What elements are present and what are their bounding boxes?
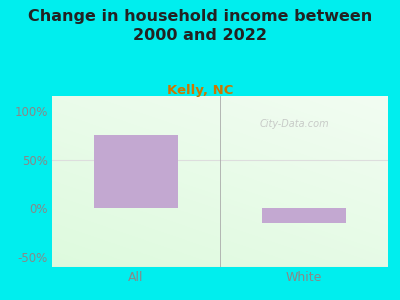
Text: Kelly, NC: Kelly, NC: [167, 84, 233, 97]
Bar: [94, 135, 178, 208]
Text: City-Data.com: City-Data.com: [259, 119, 329, 129]
Bar: [262, 208, 346, 223]
Text: Change in household income between
2000 and 2022: Change in household income between 2000 …: [28, 9, 372, 43]
